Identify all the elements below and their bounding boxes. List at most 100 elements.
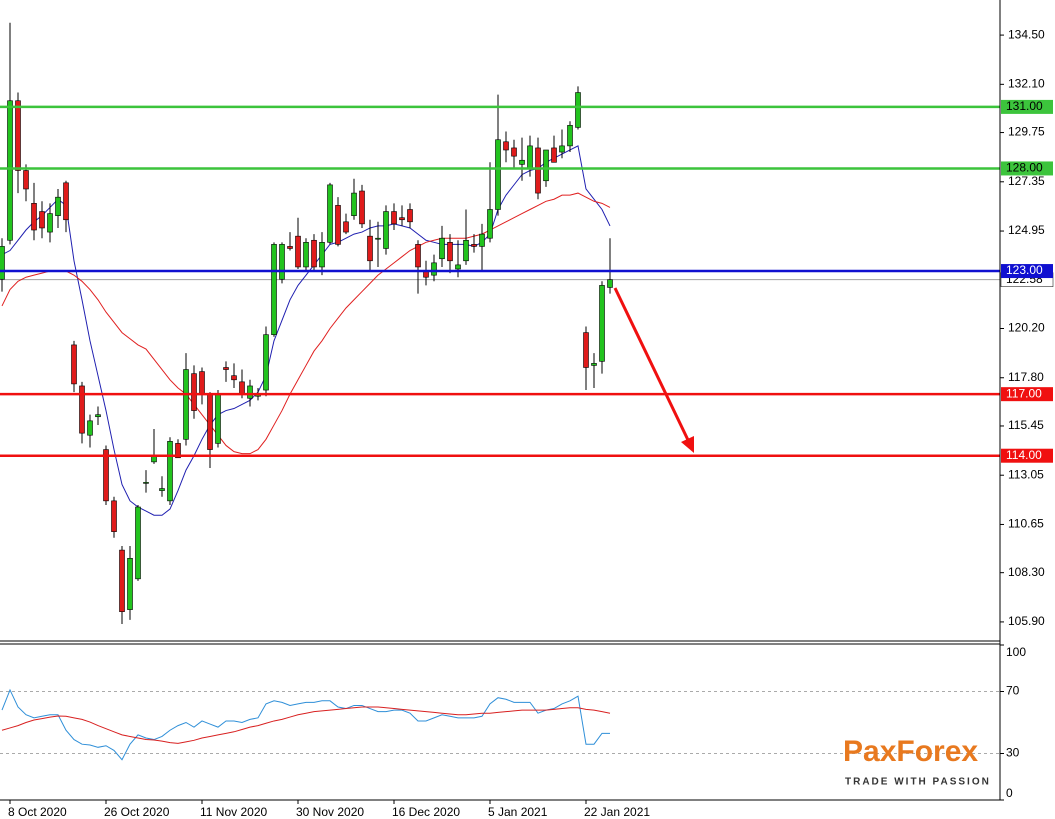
level-label: 117.00 [1006,386,1042,400]
y-tick-label: 127.35 [1008,174,1045,188]
candle-body [127,558,133,610]
candle-body [399,217,405,221]
level-box [1001,161,1053,176]
candle-body [47,213,53,233]
candle-body [87,420,93,436]
candle-body [407,209,413,223]
y-tick-label: 113.05 [1008,467,1044,481]
candle-body [207,393,213,450]
y-tick-label: 124.95 [1008,223,1045,237]
y-tick-label: 105.90 [1008,614,1045,628]
candle-body [95,414,101,418]
candle-body [71,344,77,385]
candle-body [479,233,485,247]
level-box [1001,99,1053,114]
candle-body [591,363,597,366]
candle-body [327,184,333,243]
y-tick-label: 70 [1006,684,1020,698]
candle-body [263,334,269,391]
candle-body [575,92,581,128]
candle-body [471,244,477,247]
x-tick-label: 22 Jan 2021 [584,805,650,819]
y-tick-label: 132.10 [1008,77,1045,91]
candle-body [375,237,381,240]
candle-body [7,100,13,241]
candle-body [15,100,21,171]
forecast-arrowhead [681,436,694,453]
candle-body [183,369,189,440]
candle-body [63,182,69,221]
candle-body [223,367,229,370]
x-tick-label: 8 Oct 2020 [8,805,67,819]
candle-body [527,145,533,169]
y-tick-label: 30 [1006,746,1020,760]
level-box [1001,264,1053,279]
candle-body [199,371,205,395]
y-tick-label: 108.30 [1008,565,1045,579]
candle-body [439,237,445,260]
candle-body [311,239,317,268]
candle-body [415,244,421,268]
candle-body [607,279,613,288]
candle-body [383,211,389,249]
indicator-line [1,706,611,744]
candle-body [135,506,141,580]
candle-body [559,145,565,153]
candle-body [175,443,181,459]
candle-body [111,500,117,532]
candle-body [335,205,341,245]
candle-body [103,449,109,502]
candle-body [287,246,293,249]
candle-body [391,211,397,225]
candle-body [351,192,357,216]
candle-body [39,211,45,229]
plot-layer [0,22,1000,761]
level-label: 128.00 [1006,161,1043,175]
x-tick-label: 5 Jan 2021 [488,805,548,819]
candle-body [295,235,301,268]
x-tick-label: 30 Nov 2020 [296,805,364,819]
candle-body [167,441,173,502]
candle-body [0,246,5,280]
candle-body [495,139,501,210]
candle-body [367,235,373,262]
indicator-line [1,688,610,761]
y-tick-label: 120.20 [1008,321,1045,335]
candle-body [455,264,461,270]
y-tick-label: 134.50 [1008,27,1045,41]
level-label: 114.00 [1006,448,1042,462]
x-tick-label: 26 Oct 2020 [104,805,170,819]
y-tick-label: 129.75 [1008,125,1045,139]
candle-body [519,159,525,165]
y-tick-label: 115.45 [1008,418,1044,432]
indicator-line [1,145,611,516]
y-tick-label: 0 [1006,786,1013,800]
level-label: 123.00 [1006,263,1043,277]
candle-body [583,332,589,368]
indicator-line [1,192,611,455]
candle-body [23,170,29,190]
candle-body [79,385,85,434]
forecast-arrow [613,287,690,441]
candle-body [343,221,349,233]
candle-body [231,375,237,381]
candle-body [599,285,605,362]
x-tick-label: 16 Dec 2020 [392,805,460,819]
candle-body [215,393,221,444]
candle-body [447,242,453,262]
candle-body [543,149,549,182]
x-tick-label: 11 Nov 2020 [200,805,267,819]
candle-body [487,209,493,239]
logo-name: PaxForex [843,735,978,768]
candle-body [511,147,517,157]
candle-body [303,242,309,268]
level-box [1001,448,1053,463]
candle-body [191,373,197,411]
candle-body [143,482,149,484]
candle-body [551,147,557,163]
candle-body [279,244,285,280]
candle-body [239,381,245,395]
candle-body [535,147,541,194]
